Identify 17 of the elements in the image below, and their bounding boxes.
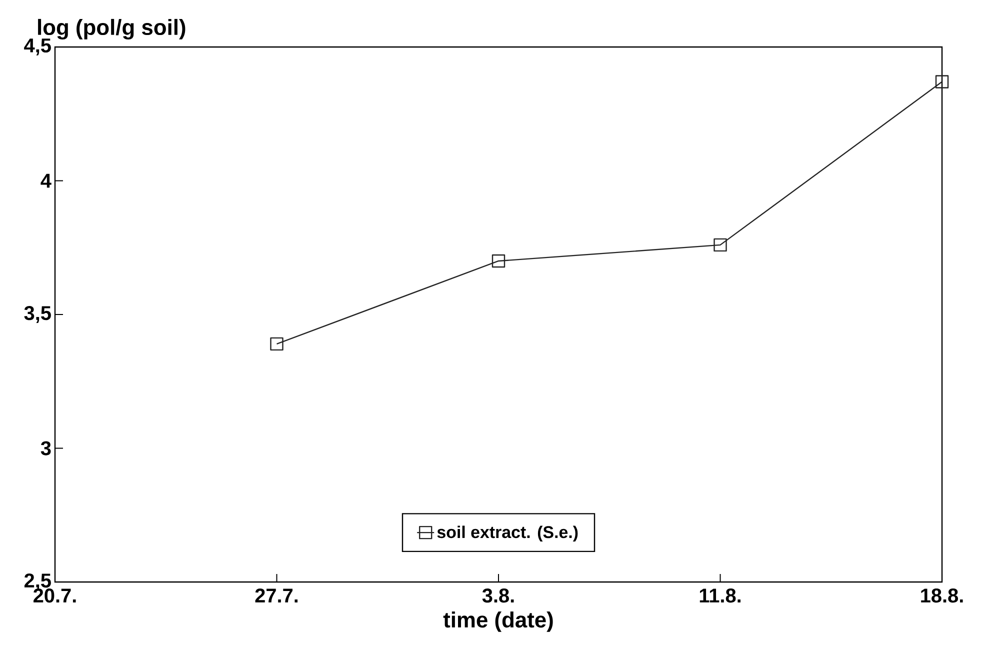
x-tick-label: 27.7. — [255, 588, 298, 602]
point — [270, 337, 284, 351]
x-tick-label: 11.8. — [700, 588, 740, 603]
x-tick-label: 18.8. — [921, 588, 963, 603]
y-tick-label: 4,5 — [24, 38, 51, 56]
y-tick-label: 3 — [40, 441, 51, 456]
x-tick-label: 20.7. — [34, 588, 76, 603]
x-tick-label: 3.8. — [482, 588, 514, 603]
y-axis-title: log (pol/g soil) — [38, 18, 186, 40]
point — [492, 254, 506, 268]
y-tick-label: 3,5 — [24, 306, 51, 323]
point — [935, 75, 949, 88]
y-tick-label: 4 — [40, 174, 52, 188]
legend-label: soil extract. (S.e.) — [437, 526, 578, 542]
x-axis-title: time (date) — [443, 611, 553, 632]
y-tick-label: 2,5 — [24, 574, 51, 590]
point — [714, 238, 727, 252]
